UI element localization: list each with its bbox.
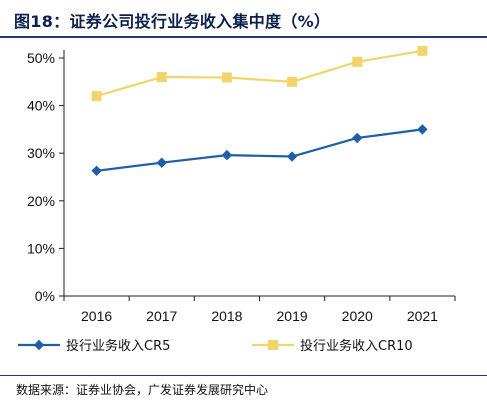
chart-legend: 投行业务收入CR5 投行业务收入CR10 xyxy=(18,338,413,354)
x-tick-label: 2019 xyxy=(277,308,308,324)
line-chart: 0% 10% 20% 30% 40% 50% 2016 2017 2018 2019 2020 202… xyxy=(18,45,456,354)
data-point-cr5 xyxy=(286,151,298,162)
x-tick-label: 2021 xyxy=(407,308,438,324)
x-tick-label: 2016 xyxy=(81,308,112,324)
legend-label-cr10: 投行业务收入CR10 xyxy=(300,338,413,354)
data-point-cr10 xyxy=(91,91,102,102)
data-point-cr10 xyxy=(156,72,167,83)
y-tick-label: 10% xyxy=(27,240,55,256)
title-divider xyxy=(0,36,487,38)
legend-marker-cr5 xyxy=(33,339,45,351)
data-point-cr10 xyxy=(287,76,298,87)
y-tick-label: 0% xyxy=(35,288,55,304)
source-note: 数据来源：证券业协会，广发证券发展研究中心 xyxy=(16,383,269,397)
chart-series-layer xyxy=(91,45,428,177)
data-point-cr5 xyxy=(156,157,167,168)
series-line-cr5 xyxy=(96,128,423,172)
y-tick-label: 50% xyxy=(27,50,55,66)
data-point-cr10 xyxy=(352,56,363,67)
chart-axes: 0% 10% 20% 30% 40% 50% 2016 2017 2018 2019 2020 202… xyxy=(27,50,456,324)
legend-marker-cr10 xyxy=(268,340,278,350)
y-tick-label: 40% xyxy=(27,98,55,114)
legend-label-cr5: 投行业务收入CR5 xyxy=(66,338,170,354)
source-divider xyxy=(0,375,487,376)
data-point-cr5 xyxy=(91,165,102,177)
data-point-cr5 xyxy=(221,149,233,161)
x-tick-label: 2017 xyxy=(146,308,177,324)
y-tick-label: 30% xyxy=(27,145,55,161)
series-line-cr10 xyxy=(96,49,423,98)
data-point-cr10 xyxy=(221,72,232,83)
data-point-cr10 xyxy=(417,45,428,56)
y-tick-label: 20% xyxy=(27,193,55,209)
data-point-cr5 xyxy=(417,124,428,135)
data-point-cr5 xyxy=(352,132,363,144)
x-tick-label: 2020 xyxy=(342,308,373,324)
figure-title: 图18：证券公司投行业务收入集中度（%） xyxy=(14,12,331,31)
x-tick-label: 2018 xyxy=(211,308,242,324)
